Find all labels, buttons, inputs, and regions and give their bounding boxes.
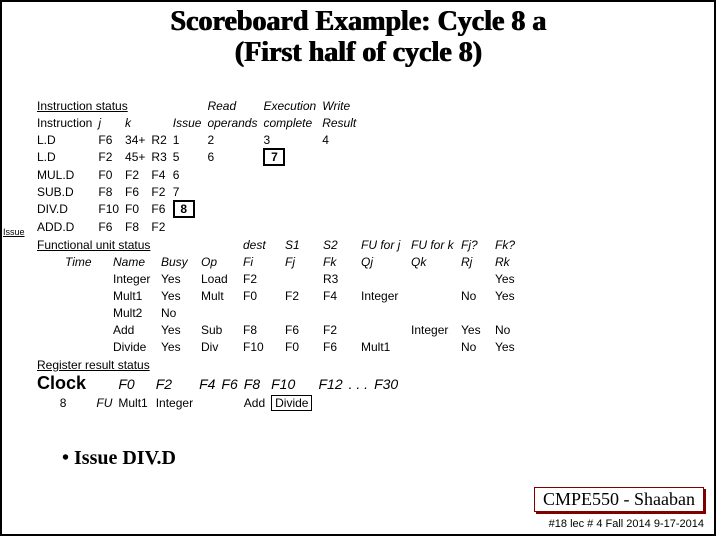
table-row: DivideYesDivF10F0F6Mult1NoYes: [34, 338, 526, 355]
instr-header: Instruction status: [34, 97, 170, 114]
col-instr: Instruction: [34, 114, 95, 131]
col-issue: Issue: [170, 114, 205, 131]
instruction-status-table: Instruction status Read Execution Write …: [34, 97, 359, 235]
clock-value: 8: [34, 394, 92, 411]
slide-frame: Scoreboard Example: Cycle 8 a (First hal…: [0, 0, 716, 536]
col-read: Read: [204, 97, 260, 114]
col-comp: complete: [260, 114, 319, 131]
slide-title: Scoreboard Example: Cycle 8 a (First hal…: [2, 6, 714, 69]
reg-header: Register result status: [34, 356, 153, 373]
boxed-reg: Divide: [271, 395, 312, 411]
footer-pageinfo: #18 lec # 4 Fall 2014 9-17-2014: [549, 518, 704, 530]
boxed-exec: 7: [263, 148, 285, 166]
issue-bullet: • Issue DIV.D: [62, 447, 176, 470]
title-line2: (First half of cycle 8): [234, 37, 481, 68]
table-row: AddYesSubF8F6F2IntegerYesNo: [34, 321, 526, 338]
fu-header: Functional unit status: [34, 236, 158, 253]
table-row: IntegerYesLoadF2R3Yes: [34, 270, 526, 287]
content-area: Instruction status Read Execution Write …: [34, 97, 526, 411]
issue-side-label: Issue: [3, 227, 25, 237]
footer-author: CMPE550 - Shaaban: [534, 487, 704, 512]
table-row: Mult1YesMultF0F2F4IntegerNoYes: [34, 287, 526, 304]
table-row: MUL.D F0 F2 F4 6: [34, 166, 359, 183]
table-row: DIV.D F10 F0 F6 8: [34, 200, 359, 218]
fu-label: FU: [92, 394, 115, 411]
table-row: Mult2No: [34, 304, 526, 321]
table-row: L.D F6 34+ R2 1 2 3 4: [34, 131, 359, 148]
table-row: SUB.D F8 F6 F2 7: [34, 183, 359, 200]
register-status-table: Register result status Clock F0 F2 F4 F6…: [34, 356, 401, 411]
clock-label: Clock: [34, 373, 92, 394]
boxed-issue: 8: [173, 200, 195, 218]
col-k: k: [122, 114, 148, 131]
table-row: ADD.D F6 F8 F2: [34, 218, 359, 235]
col-write: Write: [319, 97, 359, 114]
title-line1: Scoreboard Example: Cycle 8 a: [170, 6, 546, 37]
col-j: j: [95, 114, 122, 131]
table-row: L.D F2 45+ R3 5 6 7: [34, 148, 359, 166]
fu-status-table: Functional unit status dest S1 S2 FU for…: [34, 236, 526, 355]
col-oper: operands: [204, 114, 260, 131]
col-res: Result: [319, 114, 359, 131]
col-exec: Execution: [260, 97, 319, 114]
